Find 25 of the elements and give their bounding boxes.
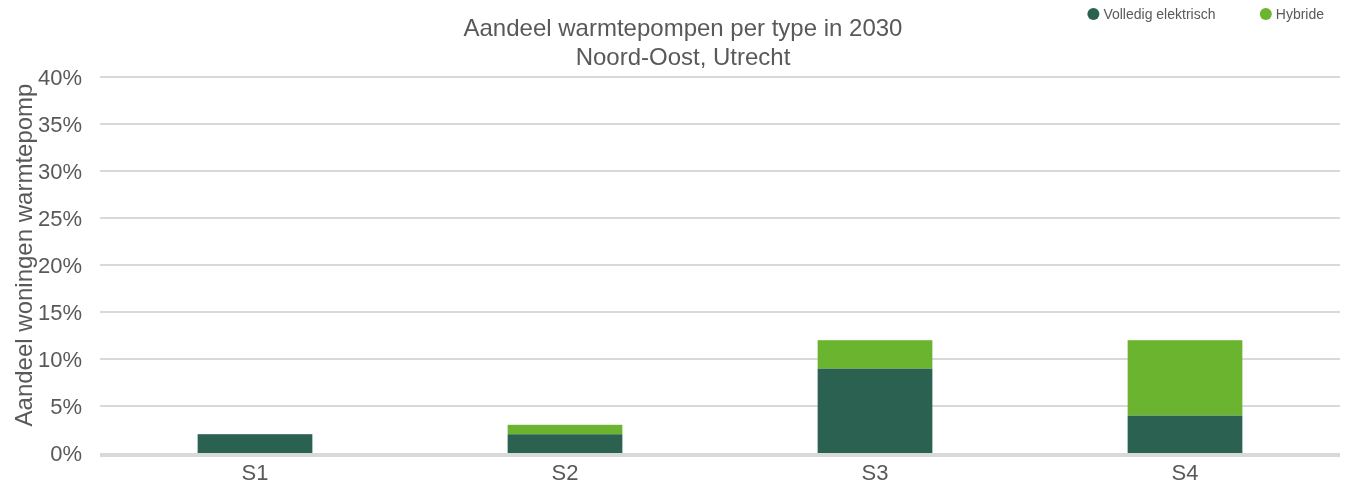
bar <box>507 424 623 435</box>
bar <box>1127 415 1243 453</box>
y-tick-label: 0% <box>50 440 82 466</box>
y-tick-label: 35% <box>37 111 82 137</box>
x-tick-label: S4 <box>1171 460 1199 485</box>
bar <box>507 434 623 453</box>
chart-subtitle: Noord-Oost, Utrecht <box>575 43 791 70</box>
y-tick-label: 40% <box>37 64 82 90</box>
bar <box>817 340 933 369</box>
x-tick-label: S2 <box>551 460 579 485</box>
y-tick-label: 20% <box>37 252 82 278</box>
bar <box>197 434 313 453</box>
y-tick-label: 15% <box>37 299 82 325</box>
x-tick-label: S1 <box>241 460 269 485</box>
legend-label: Hybride <box>1275 5 1325 22</box>
y-tick-label: 30% <box>37 158 82 184</box>
legend-label: Volledig elektrisch <box>1103 5 1216 22</box>
bar <box>817 368 933 453</box>
bar <box>1127 340 1243 416</box>
y-axis-title: Aandeel woningen warmtepomp <box>10 83 37 427</box>
y-tick-label: 25% <box>37 205 82 231</box>
x-tick-label: S3 <box>861 460 889 485</box>
chart-title: Aandeel warmtepompen per type in 2030 <box>463 14 903 41</box>
y-tick-label: 5% <box>50 393 82 419</box>
y-tick-label: 10% <box>37 346 82 372</box>
